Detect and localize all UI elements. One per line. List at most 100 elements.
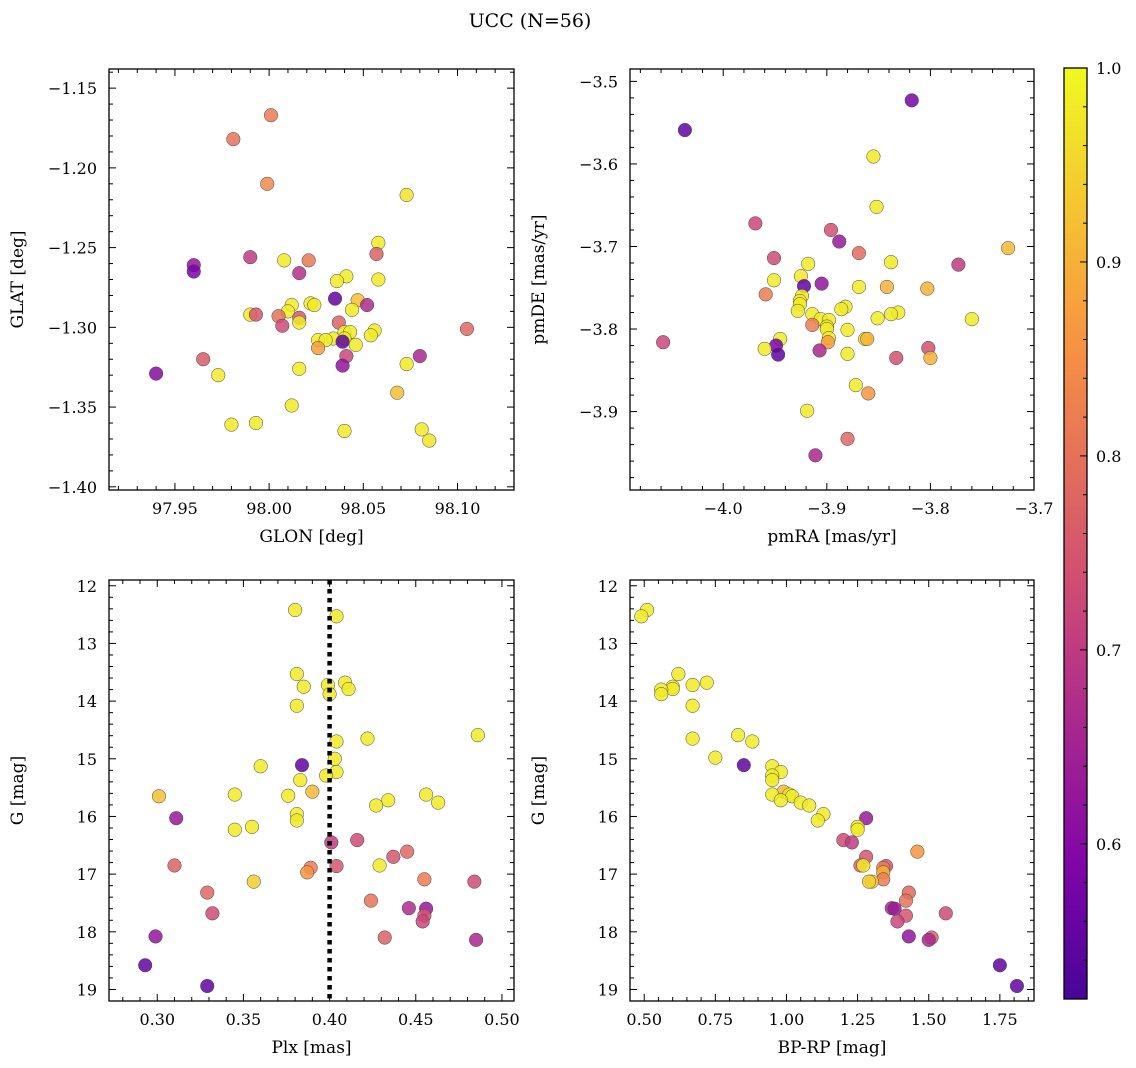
data-point (350, 833, 365, 848)
data-point (790, 303, 805, 318)
data-point (861, 874, 877, 889)
data-point (329, 858, 344, 874)
y-tick-label: 17 (77, 865, 97, 884)
y-tick-label: 17 (598, 865, 618, 884)
data-point (765, 773, 780, 788)
data-point (260, 176, 275, 191)
data-point (363, 893, 379, 908)
data-point (293, 773, 308, 788)
x-tick-label: 0.40 (312, 1010, 348, 1029)
data-point (654, 687, 669, 702)
data-point (832, 234, 847, 249)
data-point (371, 272, 386, 287)
y-tick-label: −3.5 (579, 72, 618, 91)
y-tick-label: 16 (77, 807, 97, 826)
data-point (200, 885, 215, 900)
data-point (801, 256, 816, 271)
x-tick-label: −3.7 (1015, 499, 1054, 518)
data-point (766, 250, 782, 266)
data-point (399, 356, 414, 372)
data-point (300, 865, 315, 880)
data-point (415, 914, 430, 929)
y-tick-label: −1.25 (48, 239, 97, 258)
data-point (289, 813, 304, 828)
data-point (766, 273, 782, 288)
data-point (196, 352, 211, 367)
data-point (360, 297, 375, 313)
data-point (244, 819, 260, 834)
data-point (685, 677, 700, 693)
data-point (386, 849, 401, 864)
data-point (148, 929, 163, 944)
data-point (889, 350, 904, 365)
data-point (910, 844, 925, 859)
data-point (149, 366, 164, 381)
data-point (459, 321, 474, 336)
data-point (227, 787, 242, 802)
data-point (275, 318, 290, 333)
data-point (305, 784, 320, 799)
data-point (412, 348, 427, 364)
data-point (414, 422, 429, 437)
data-point (850, 822, 865, 837)
data-point (277, 253, 292, 268)
x-tick-label: 97.95 (152, 499, 198, 518)
data-point (951, 257, 966, 272)
y-tick-label: 19 (77, 980, 97, 999)
data-point (848, 378, 863, 393)
x-tick-label: 0.75 (698, 1010, 734, 1029)
data-point (227, 822, 242, 837)
y-tick-label: 19 (598, 980, 618, 999)
y-axis-label: GLAT [deg] (8, 230, 28, 328)
data-point (292, 361, 307, 376)
colorbar-tick-label: 0.9 (1096, 253, 1121, 272)
y-tick-label: −3.8 (579, 320, 618, 339)
x-axis-label: Plx [mas] (271, 1038, 351, 1058)
axes-frame (629, 579, 1035, 1002)
data-point (348, 337, 363, 352)
data-point (292, 315, 307, 330)
data-point (883, 255, 899, 270)
data-point (840, 346, 855, 361)
data-point (329, 734, 344, 749)
data-point (656, 335, 671, 350)
data-point (856, 858, 871, 873)
data-point (400, 844, 415, 859)
x-tick-label: 0.30 (139, 1010, 175, 1029)
data-point (401, 901, 416, 916)
x-tick-label: 0.50 (484, 1010, 520, 1029)
data-point (861, 386, 876, 401)
y-tick-label: 13 (598, 634, 618, 653)
data-point (923, 350, 938, 365)
axes-frame (108, 68, 515, 491)
data-point (470, 728, 485, 743)
data-point (890, 914, 905, 929)
x-tick-label: −3.8 (911, 499, 950, 518)
data-point (205, 906, 220, 921)
data-point (360, 731, 375, 746)
data-point (699, 675, 714, 690)
data-point (870, 311, 885, 326)
data-point (284, 398, 299, 413)
data-point (1001, 241, 1016, 256)
data-point (757, 341, 772, 356)
panel-4: 0.50 0.75 1.00 1.25 1.50 1.75 12 13 14 15 16 17 18 19… (529, 577, 1035, 1058)
y-tick-label: 15 (598, 750, 618, 769)
data-point (634, 609, 649, 624)
x-axis-label: pmRA [mas/yr] (767, 527, 896, 547)
y-tick-label: 16 (598, 807, 618, 826)
y-tick-label: 14 (77, 692, 97, 711)
data-point (860, 331, 875, 346)
x-tick-label: 1.00 (769, 1010, 805, 1029)
data-point (898, 893, 914, 908)
y-tick-label: 15 (77, 750, 97, 769)
x-tick-label: 98.00 (246, 499, 292, 518)
colorbar-tick-label: 0.8 (1096, 447, 1121, 466)
data-point (431, 795, 446, 810)
data-point (263, 108, 279, 123)
data-point (422, 433, 437, 448)
data-point (879, 279, 894, 294)
data-point (417, 872, 432, 887)
y-tick-label: −1.40 (48, 478, 97, 497)
data-point (248, 415, 263, 431)
